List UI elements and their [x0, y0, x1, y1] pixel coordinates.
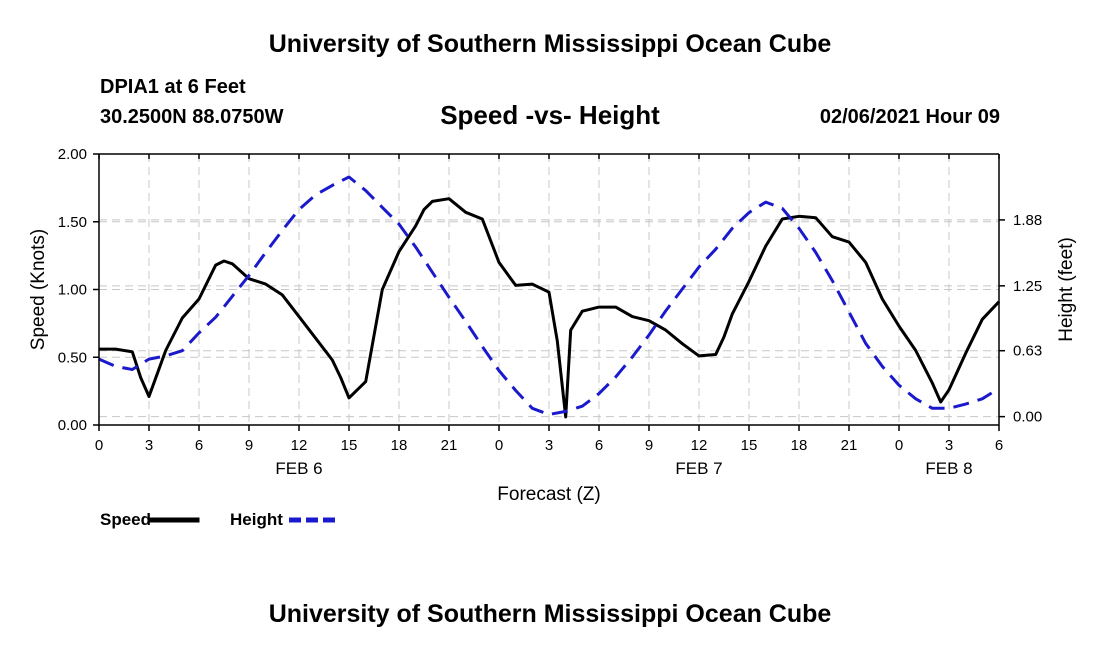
- y2-tick-label: 0.63: [1013, 343, 1042, 360]
- x-tick-label: 0: [895, 437, 903, 454]
- grid: [99, 154, 999, 425]
- x-tick-label: 18: [391, 437, 408, 454]
- series-line-height: [98, 175, 1000, 416]
- x-tick-label: 9: [645, 437, 653, 454]
- y2-tick-label: 0.00: [1013, 409, 1042, 426]
- x-tick-label: 15: [741, 437, 758, 454]
- y-tick-label: 0.50: [58, 349, 87, 366]
- x-tick-label: 3: [945, 437, 953, 454]
- legend-label: Height: [230, 510, 283, 529]
- chart-title: Speed -vs- Height: [440, 100, 660, 130]
- x-tick-label: 15: [341, 437, 358, 454]
- y-tick-label: 2.00: [58, 146, 87, 163]
- x-tick-label: 18: [791, 437, 808, 454]
- page-title: University of Southern Mississippi Ocean…: [268, 30, 832, 58]
- x-axis-title: Forecast (Z): [497, 484, 600, 505]
- coordinates-label: 30.2500N 88.0750W: [100, 106, 284, 128]
- footer-title: University of Southern Mississippi Ocean…: [268, 600, 832, 628]
- x-tick-label: 3: [145, 437, 153, 454]
- x-tick-label: 6: [995, 437, 1003, 454]
- y-tick-label: 1.00: [58, 282, 87, 299]
- y-tick-label: 1.50: [58, 214, 87, 231]
- x-tick-label: 3: [545, 437, 553, 454]
- x-tick-label: 21: [441, 437, 458, 454]
- y2-axis-title: Height (feet): [1056, 237, 1077, 342]
- y2-tick-label: 1.88: [1013, 212, 1042, 229]
- date-label: FEB 6: [275, 459, 322, 478]
- datetime-label: 02/06/2021 Hour 09: [819, 106, 1000, 128]
- date-label: FEB 8: [925, 459, 972, 478]
- x-tick-label: 12: [291, 437, 308, 454]
- x-tick-label: 12: [691, 437, 708, 454]
- station-label: DPIA1 at 6 Feet: [100, 76, 246, 98]
- y-axis-title: Speed (Knots): [28, 229, 49, 350]
- x-tick-label: 6: [595, 437, 603, 454]
- x-tick-label: 0: [95, 437, 103, 454]
- x-tick-label: 21: [841, 437, 858, 454]
- x-tick-label: 0: [495, 437, 503, 454]
- series-line-speed: [99, 197, 1001, 419]
- y-tick-label: 0.00: [58, 417, 87, 434]
- x-tick-label: 9: [245, 437, 253, 454]
- legend-label: Speed: [100, 510, 151, 529]
- date-label: FEB 7: [675, 459, 722, 478]
- x-tick-label: 6: [195, 437, 203, 454]
- y2-tick-label: 1.25: [1013, 278, 1042, 295]
